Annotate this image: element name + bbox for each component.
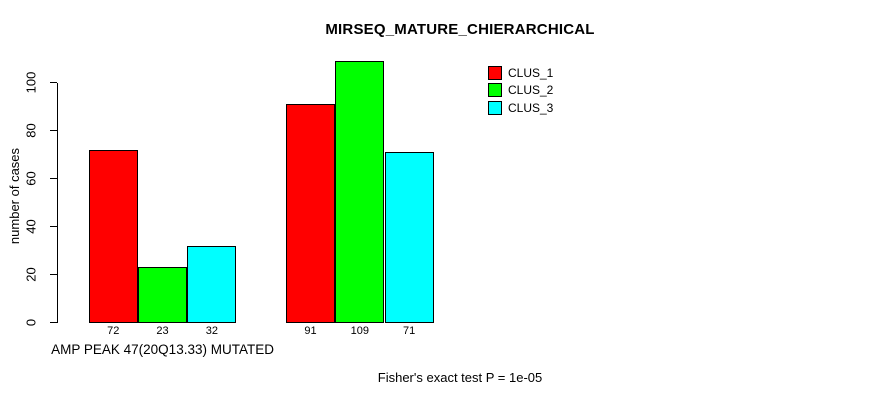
y-tick-label: 60 xyxy=(23,171,39,186)
y-tick-label: 80 xyxy=(23,123,39,138)
y-axis-line xyxy=(57,83,58,323)
fisher-test-annotation: Fisher's exact test P = 1e-05 xyxy=(377,370,543,385)
legend-swatch-clus_2 xyxy=(488,83,502,97)
y-tick xyxy=(50,82,57,83)
bar-clus_3-group1 xyxy=(187,245,237,324)
y-tick xyxy=(50,274,57,275)
y-tick xyxy=(50,226,57,227)
legend: CLUS_1 CLUS_2 CLUS_3 xyxy=(488,65,553,118)
bar-clus_3-group2 xyxy=(384,152,434,324)
bar-clus_2-group1 xyxy=(137,267,188,324)
bar-clus_1-group1 xyxy=(88,149,138,324)
chart-title: MIRSEQ_MATURE_CHIERARCHICAL xyxy=(325,21,595,38)
bar-value-label: 32 xyxy=(205,325,218,337)
bar-clus_1-group2 xyxy=(285,104,336,324)
y-tick-label: 100 xyxy=(23,71,39,94)
y-tick-label: 40 xyxy=(23,219,39,234)
bar-value-label: 72 xyxy=(107,325,120,337)
legend-item: CLUS_1 xyxy=(488,65,553,80)
y-tick-label: 20 xyxy=(23,267,39,282)
x-category-label: AMP PEAK 47(20Q13.33) MUTATED xyxy=(51,342,274,357)
legend-label: CLUS_2 xyxy=(508,83,554,97)
bar-value-label: 71 xyxy=(403,325,416,337)
legend-swatch-clus_1 xyxy=(488,65,502,80)
legend-item: CLUS_3 xyxy=(488,100,553,115)
bar-value-label: 91 xyxy=(304,325,317,337)
legend-swatch-clus_3 xyxy=(488,100,502,115)
bar-value-label: 23 xyxy=(156,325,169,337)
bar-value-label: 109 xyxy=(350,325,370,337)
legend-label: CLUS_1 xyxy=(508,65,554,80)
y-tick-label: 0 xyxy=(23,318,39,327)
legend-item: CLUS_2 xyxy=(488,83,553,98)
y-tick xyxy=(50,178,57,179)
bar-clus_2-group2 xyxy=(335,60,385,324)
y-tick xyxy=(50,322,57,323)
legend-label: CLUS_3 xyxy=(508,100,554,115)
y-tick xyxy=(50,130,57,131)
